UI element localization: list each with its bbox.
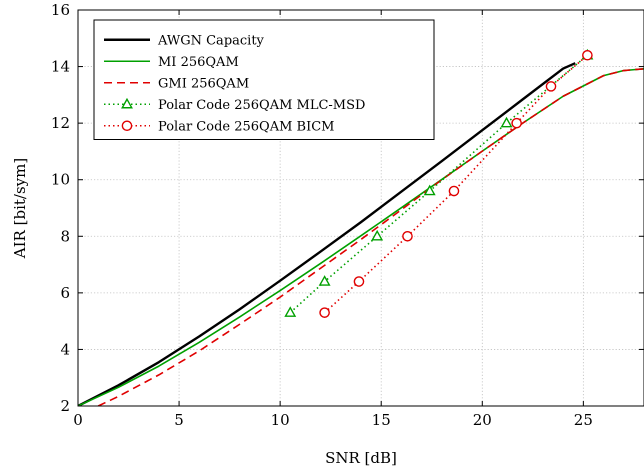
series-mi-256qam — [78, 68, 644, 406]
y-tick-label: 4 — [60, 340, 70, 358]
x-axis-label: SNR [dB] — [325, 449, 397, 467]
legend-label: Polar Code 256QAM MLC-MSD — [158, 98, 365, 113]
legend-label: GMI 256QAM — [158, 76, 249, 91]
series-line — [97, 68, 644, 406]
x-tick-label: 0 — [73, 411, 83, 429]
series-gmi-256qam — [97, 68, 644, 406]
data-point — [423, 184, 436, 196]
legend-item: MI 256QAM — [104, 55, 239, 70]
y-tick-label: 8 — [60, 227, 70, 245]
legend-box — [93, 19, 435, 140]
y-axis-label: AIR [bit/sym] — [11, 158, 29, 259]
legend-label: AWGN Capacity — [157, 33, 265, 48]
data-point — [319, 307, 330, 318]
data-point — [318, 275, 331, 286]
data-point — [511, 117, 522, 129]
data-point — [545, 81, 557, 92]
y-tick-label: 2 — [60, 397, 70, 415]
data-point — [284, 306, 297, 317]
data-point — [402, 230, 413, 242]
series-line — [78, 62, 576, 406]
data-point — [500, 116, 513, 128]
data-point — [353, 276, 365, 287]
series-awgn-capacity — [78, 62, 576, 406]
plot-frame — [77, 9, 644, 407]
y-tick-label: 6 — [60, 284, 70, 302]
legend-item: Polar Code 256QAM BICM — [104, 119, 334, 134]
legend-item: Polar Code 256QAM MLC-MSD — [104, 98, 365, 113]
y-tick-label: 10 — [51, 171, 70, 189]
legend-marker — [121, 97, 133, 109]
y-tick-label: 12 — [51, 114, 70, 132]
x-tick-label: 10 — [271, 411, 290, 429]
series-layer — [78, 48, 644, 406]
legend-item: AWGN Capacity — [104, 33, 265, 48]
legend: AWGN Capacity MI 256QAM GMI 256QAM Polar Co… — [93, 19, 435, 140]
series-polar-code-256qam-mlc-msd — [284, 48, 594, 317]
series-polar-code-256qam-bicm — [319, 49, 593, 318]
y-tick-label: 16 — [51, 1, 70, 19]
x-tick-label: 5 — [174, 411, 184, 429]
x-tick-label: 15 — [372, 411, 391, 429]
legend-marker — [121, 120, 133, 132]
data-point — [448, 185, 460, 197]
axes: 0 5 10 15 20 25 2 4 6 8 10 12 14 16 — [51, 1, 644, 429]
data-point — [371, 229, 384, 241]
y-tick-label: 14 — [51, 58, 70, 76]
legend-label: Polar Code 256QAM BICM — [158, 119, 334, 134]
series-line — [78, 68, 644, 406]
x-tick-label: 20 — [473, 411, 492, 429]
x-tick-label: 25 — [574, 411, 593, 429]
legend-item: GMI 256QAM — [104, 76, 249, 91]
data-point — [582, 49, 593, 61]
legend-label: MI 256QAM — [158, 55, 239, 70]
